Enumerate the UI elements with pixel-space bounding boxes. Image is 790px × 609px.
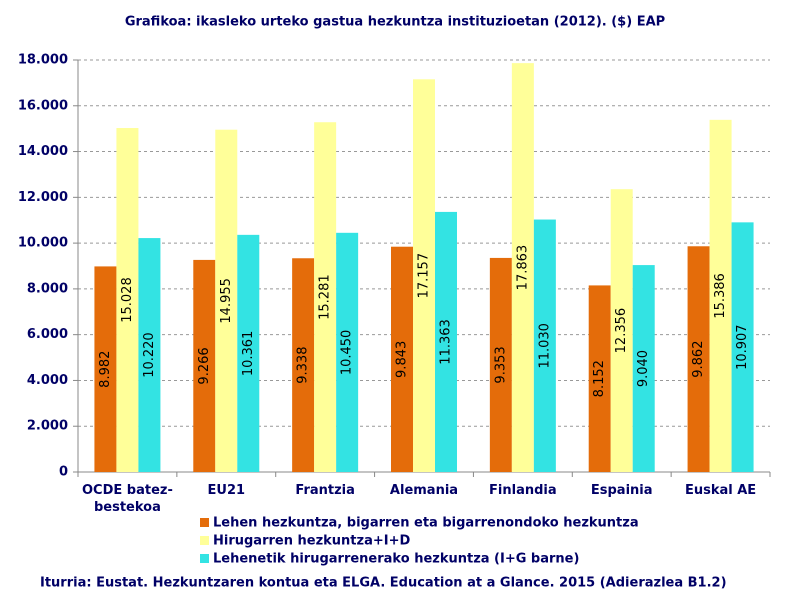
legend-swatch <box>200 554 209 563</box>
y-tick-label: 8.000 <box>27 281 68 296</box>
value-label: 9.862 <box>691 341 706 378</box>
bar <box>588 285 611 472</box>
x-tick-label: OCDE batez-bestekoa <box>81 483 173 515</box>
legend-label: Lehenetik hirugarrenerako hezkuntza (I+G… <box>213 552 579 567</box>
bar <box>687 246 710 472</box>
value-label: 10.907 <box>735 324 750 370</box>
bar <box>610 189 633 473</box>
bar <box>138 238 161 472</box>
y-tick-label: 12.000 <box>18 190 68 205</box>
value-label: 9.353 <box>493 346 508 383</box>
y-tick-label: 14.000 <box>18 144 68 159</box>
x-tick-label: Frantzia <box>295 483 355 498</box>
value-label: 9.266 <box>197 347 212 384</box>
value-label: 14.955 <box>219 278 234 324</box>
value-label: 9.843 <box>395 341 410 378</box>
value-label: 11.363 <box>439 319 454 365</box>
value-label: 8.152 <box>592 360 607 397</box>
bar <box>632 265 655 472</box>
value-label: 15.028 <box>120 277 135 323</box>
y-tick-label: 6.000 <box>27 327 68 342</box>
x-tick-label: Euskal AE <box>684 483 757 498</box>
bar <box>511 63 534 473</box>
value-label: 10.361 <box>241 331 256 377</box>
y-tick-label: 16.000 <box>18 98 68 113</box>
bar <box>314 122 337 472</box>
bar <box>94 266 117 472</box>
value-label: 15.386 <box>713 273 728 319</box>
value-label: 10.220 <box>142 332 157 378</box>
y-tick-label: 10.000 <box>18 236 68 251</box>
bar <box>709 119 732 473</box>
value-label: 9.040 <box>636 350 651 387</box>
x-tick-label: Espainia <box>590 483 653 498</box>
bar <box>533 219 556 472</box>
y-tick-label: 18.000 <box>18 53 68 68</box>
value-label: 10.450 <box>340 330 355 376</box>
x-tick-label: Finlandia <box>489 483 557 498</box>
bar <box>489 257 512 472</box>
y-tick-label: 0 <box>59 465 68 480</box>
value-label: 11.030 <box>537 323 552 369</box>
bar <box>193 259 216 472</box>
bar <box>116 128 139 473</box>
bar <box>215 129 238 473</box>
bar <box>292 258 315 472</box>
value-label: 17.157 <box>417 253 432 299</box>
value-label: 17.863 <box>515 245 530 291</box>
chart-title: Grafikoa: ikasleko urteko gastua hezkunt… <box>125 15 665 30</box>
source-note: Iturria: Eustat. Hezkuntzaren kontua eta… <box>40 576 727 591</box>
value-label: 12.356 <box>614 308 629 354</box>
legend-label: Hirugarren hezkuntza+I+D <box>213 534 410 549</box>
x-tick-label: EU21 <box>207 483 246 498</box>
bar <box>413 79 435 472</box>
bar <box>237 234 260 472</box>
x-tick-label: Alemania <box>389 483 459 498</box>
legend-swatch <box>200 518 209 527</box>
bar <box>336 232 359 472</box>
legend-swatch <box>200 536 209 545</box>
y-tick-label: 2.000 <box>27 419 68 434</box>
value-label: 15.281 <box>318 274 333 320</box>
bar <box>731 222 754 472</box>
bar <box>391 246 413 472</box>
value-label: 9.338 <box>296 347 311 384</box>
y-tick-label: 4.000 <box>27 373 68 388</box>
value-label: 8.982 <box>98 351 113 388</box>
bar <box>435 211 457 472</box>
legend-label: Lehen hezkuntza, bigarren eta bigarrenon… <box>213 516 639 531</box>
